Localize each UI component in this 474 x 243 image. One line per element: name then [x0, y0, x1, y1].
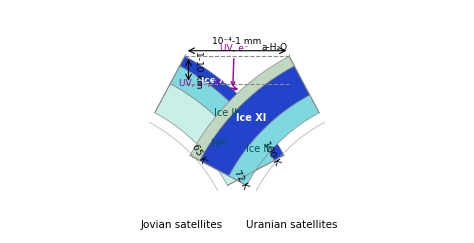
Text: 10⁻⁴-1 mm: 10⁻⁴-1 mm: [212, 37, 262, 46]
Text: 65 K: 65 K: [191, 143, 208, 165]
Polygon shape: [155, 84, 256, 185]
Text: a-H₂O: a-H₂O: [262, 43, 288, 52]
Text: Ice XI: Ice XI: [201, 76, 229, 85]
Polygon shape: [190, 56, 294, 161]
Text: Jovian satellites: Jovian satellites: [141, 220, 223, 230]
Polygon shape: [200, 66, 310, 176]
Polygon shape: [180, 56, 284, 161]
Text: Ice XI: Ice XI: [237, 113, 267, 123]
Text: 1-10 km: 1-10 km: [194, 51, 203, 89]
Text: 100 K: 100 K: [262, 140, 282, 167]
Text: UV, e⁻: UV, e⁻: [220, 44, 248, 85]
Text: HPI: HPI: [211, 139, 228, 149]
Text: Ice Ih: Ice Ih: [246, 144, 273, 154]
Text: Uranian satellites: Uranian satellites: [246, 220, 337, 230]
Polygon shape: [229, 95, 319, 185]
Text: Ice Ih: Ice Ih: [214, 108, 240, 118]
Text: 72 K: 72 K: [233, 169, 250, 191]
Polygon shape: [170, 66, 274, 170]
Text: UV, e⁻, H⁺: UV, e⁻, H⁺: [179, 79, 237, 90]
